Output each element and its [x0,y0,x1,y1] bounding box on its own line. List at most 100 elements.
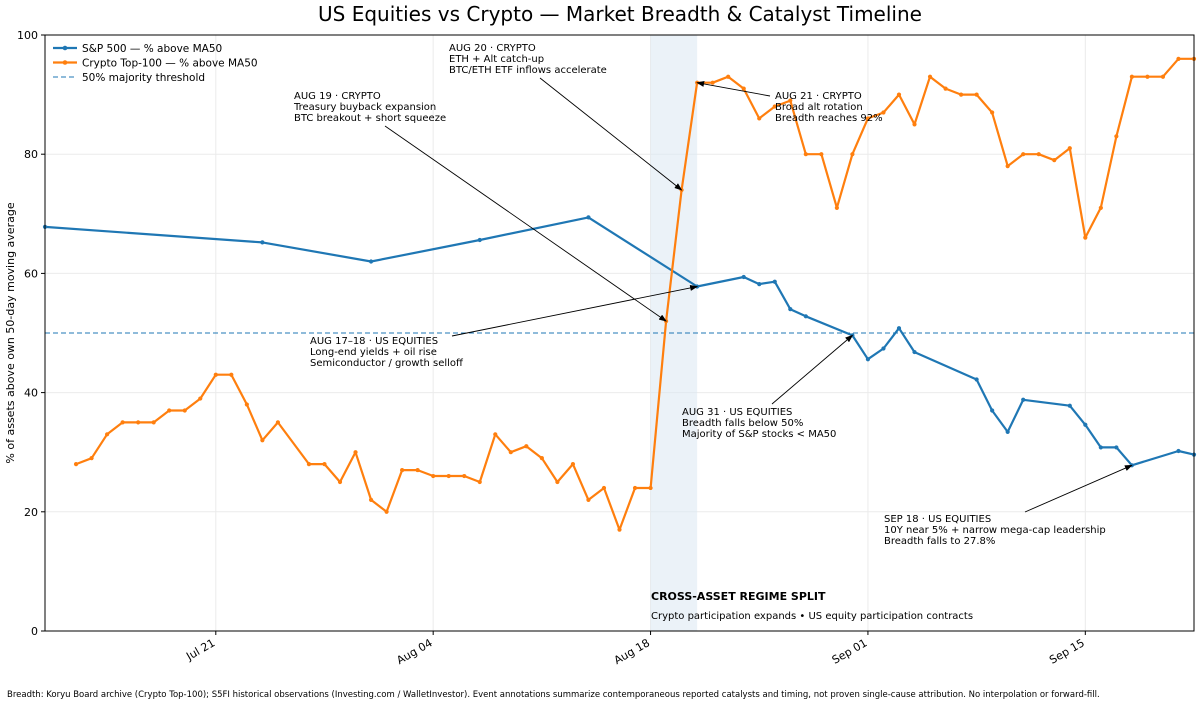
crypto-point [896,92,902,97]
crypto-point [322,462,327,467]
crypto-point [617,527,622,532]
x-tick-label: Sep 15 [1047,636,1087,666]
annotation-text: AUG 20 · CRYPTO ETH + Alt catch-up BTC/ETH… [449,43,607,76]
crypto-point [105,432,110,437]
crypto-point [555,479,560,485]
legend-swatch-marker [62,45,68,51]
annotation-line: AUG 31 · US EQUITIES [682,407,792,418]
crypto-point [539,456,544,461]
crypto-point [958,92,964,97]
sp500-point [1067,403,1072,408]
crypto-point [1098,205,1103,210]
sp500-point [1005,429,1010,435]
annotation-arrow [539,77,683,191]
crypto-point [1160,74,1166,79]
crypto-point [601,485,607,491]
annotation-text: AUG 19 · CRYPTO Treasury buyback expansio… [293,91,446,124]
crypto-point [741,86,746,91]
annotations: AUG 20 · CRYPTO ETH + Alt catch-up BTC/ETH… [293,43,1133,547]
crypto-point [431,473,436,479]
legend-swatch-marker [62,60,68,65]
legend-label: Crypto Top-100 — % above MA50 [82,58,258,70]
series-line-crypto [75,57,1194,531]
sp500-point [1114,445,1119,450]
crypto-point [757,116,762,121]
annotation-line: ETH + Alt catch-up [449,54,544,65]
crypto-point [726,74,731,79]
annotation-arrow [771,334,854,405]
annotation-text: AUG 31 · US EQUITIES Breadth falls below … [682,407,836,440]
regime-label: CROSS-ASSET REGIME SPLIT Crypto particip… [651,590,973,622]
y-axis-label: % of assets above own 50-day moving aver… [4,202,17,463]
crypto-point [1036,152,1041,157]
sp500-point [1176,448,1181,454]
series-line-sp500 [44,216,1195,467]
crypto-point [508,450,513,455]
annotation-line: BTC breakout + short squeeze [294,113,446,124]
crypto-point [570,462,576,467]
annotation-line: Breadth reaches 92% [775,113,883,124]
crypto-point [1129,74,1134,79]
crypto-point [912,122,917,127]
annotation-line: SEP 18 · US EQUITIES [884,514,991,525]
sp500-point [912,349,917,355]
annotation-line: Treasury buyback expansion [293,102,436,113]
sp500-point [1021,397,1026,402]
y-tick-label: 20 [24,506,38,519]
crypto-point [772,104,777,109]
crypto-point [120,420,125,425]
sp500-point [788,307,793,312]
annotation-arrow [384,125,667,322]
sp500-point [1083,422,1088,427]
crypto-point [275,420,281,425]
axes: 0 20 40 60 80 100 Jul 21 Aug 04 Aug 18 Sep 01 Sep … [17,29,1195,667]
y-tick-label: 80 [24,148,38,161]
crypto-point [213,372,218,377]
crypto-point [244,402,249,407]
sp500-point [586,215,591,220]
crypto-point [384,509,389,514]
crypto-point [260,438,265,443]
crypto-point [803,152,808,157]
crypto-point [462,473,467,479]
crypto-point [1052,158,1057,163]
annotation-line: Long-end yields + oil rise [310,347,437,358]
y-tick-label: 40 [24,387,38,400]
crypto-point [1005,164,1010,169]
sp500-point [477,237,482,243]
y-tick-label: 100 [17,29,38,42]
x-tick-label: Aug 04 [394,636,434,667]
crypto-point [1067,146,1072,151]
crypto-point [198,396,203,401]
crypto-point [974,92,979,97]
crypto-point [865,116,871,121]
crypto-point [368,497,374,502]
crypto-point [167,408,172,413]
crypto-point [990,110,995,115]
annotation-arrow [451,284,699,337]
legend: S&P 500 — % above MA50 Crypto Top-100 — %… [53,43,258,84]
annotation-line: Broad alt rotation [775,102,863,113]
sp500-point [865,357,871,362]
annotation-line: AUG 17–18 · US EQUITIES [310,336,438,347]
crypto-point [182,408,187,413]
crypto-point [834,205,839,210]
crypto-point [306,462,312,467]
sp500-point [974,377,979,382]
crypto-point [850,152,855,157]
sp500-point [803,314,808,319]
crypto-point [632,485,638,491]
regime-title: CROSS-ASSET REGIME SPLIT [651,590,826,603]
regime-subtitle: Crypto participation expands • US equity… [651,611,973,622]
annotation-line: Breadth falls to 27.8% [884,536,995,547]
crypto-point [648,485,653,491]
annotation-line: AUG 20 · CRYPTO [449,43,536,54]
x-tick-label: Aug 18 [612,636,652,667]
annotation-arrow [1024,464,1133,513]
crypto-point [477,479,482,485]
annotation-text: AUG 17–18 · US EQUITIES Long-end yields +… [310,336,464,369]
sp500-point [881,346,886,351]
annotation-line: Semiconductor / growth selloff [310,358,464,369]
crypto-point [1145,74,1150,79]
crypto-point [229,372,234,377]
